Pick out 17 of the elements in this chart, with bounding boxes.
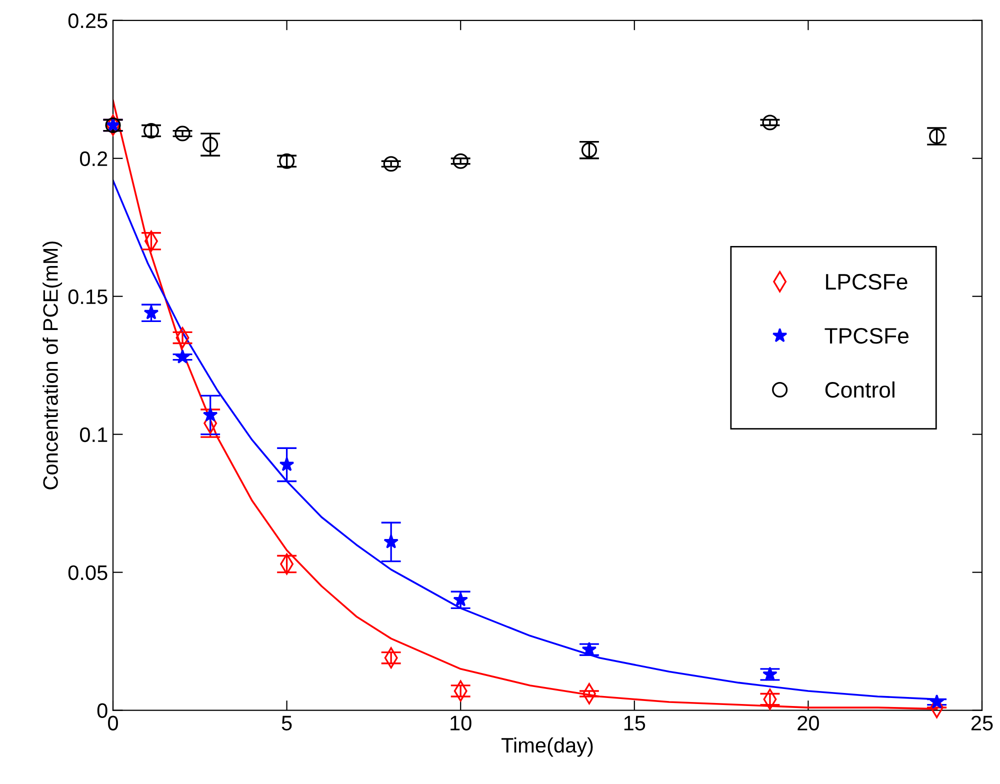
legend-label: TPCSFe	[824, 328, 908, 344]
y-tick-label: 0.1	[80, 427, 108, 442]
legend-label: LPCSFe	[826, 274, 908, 290]
x-axis-title: Time(day)	[501, 737, 593, 757]
x-tick-label: 20	[798, 716, 819, 730]
x-tick-label: 10	[450, 716, 472, 730]
y-tick-label: 0.2	[80, 151, 108, 166]
x-tick-label: 5	[282, 716, 292, 730]
x-tick-label: 25	[971, 716, 993, 730]
y-axis-title: Concentration of PCE(mM)	[42, 242, 62, 490]
y-tick-label: 0.15	[68, 289, 108, 304]
legend-label: Control	[825, 381, 894, 398]
x-tick-label: 15	[624, 716, 646, 730]
y-tick-label: 0.25	[68, 13, 108, 28]
x-tick-label: 0	[108, 716, 118, 730]
y-tick-label: 0	[97, 703, 108, 718]
y-tick-label: 0.05	[68, 565, 108, 580]
